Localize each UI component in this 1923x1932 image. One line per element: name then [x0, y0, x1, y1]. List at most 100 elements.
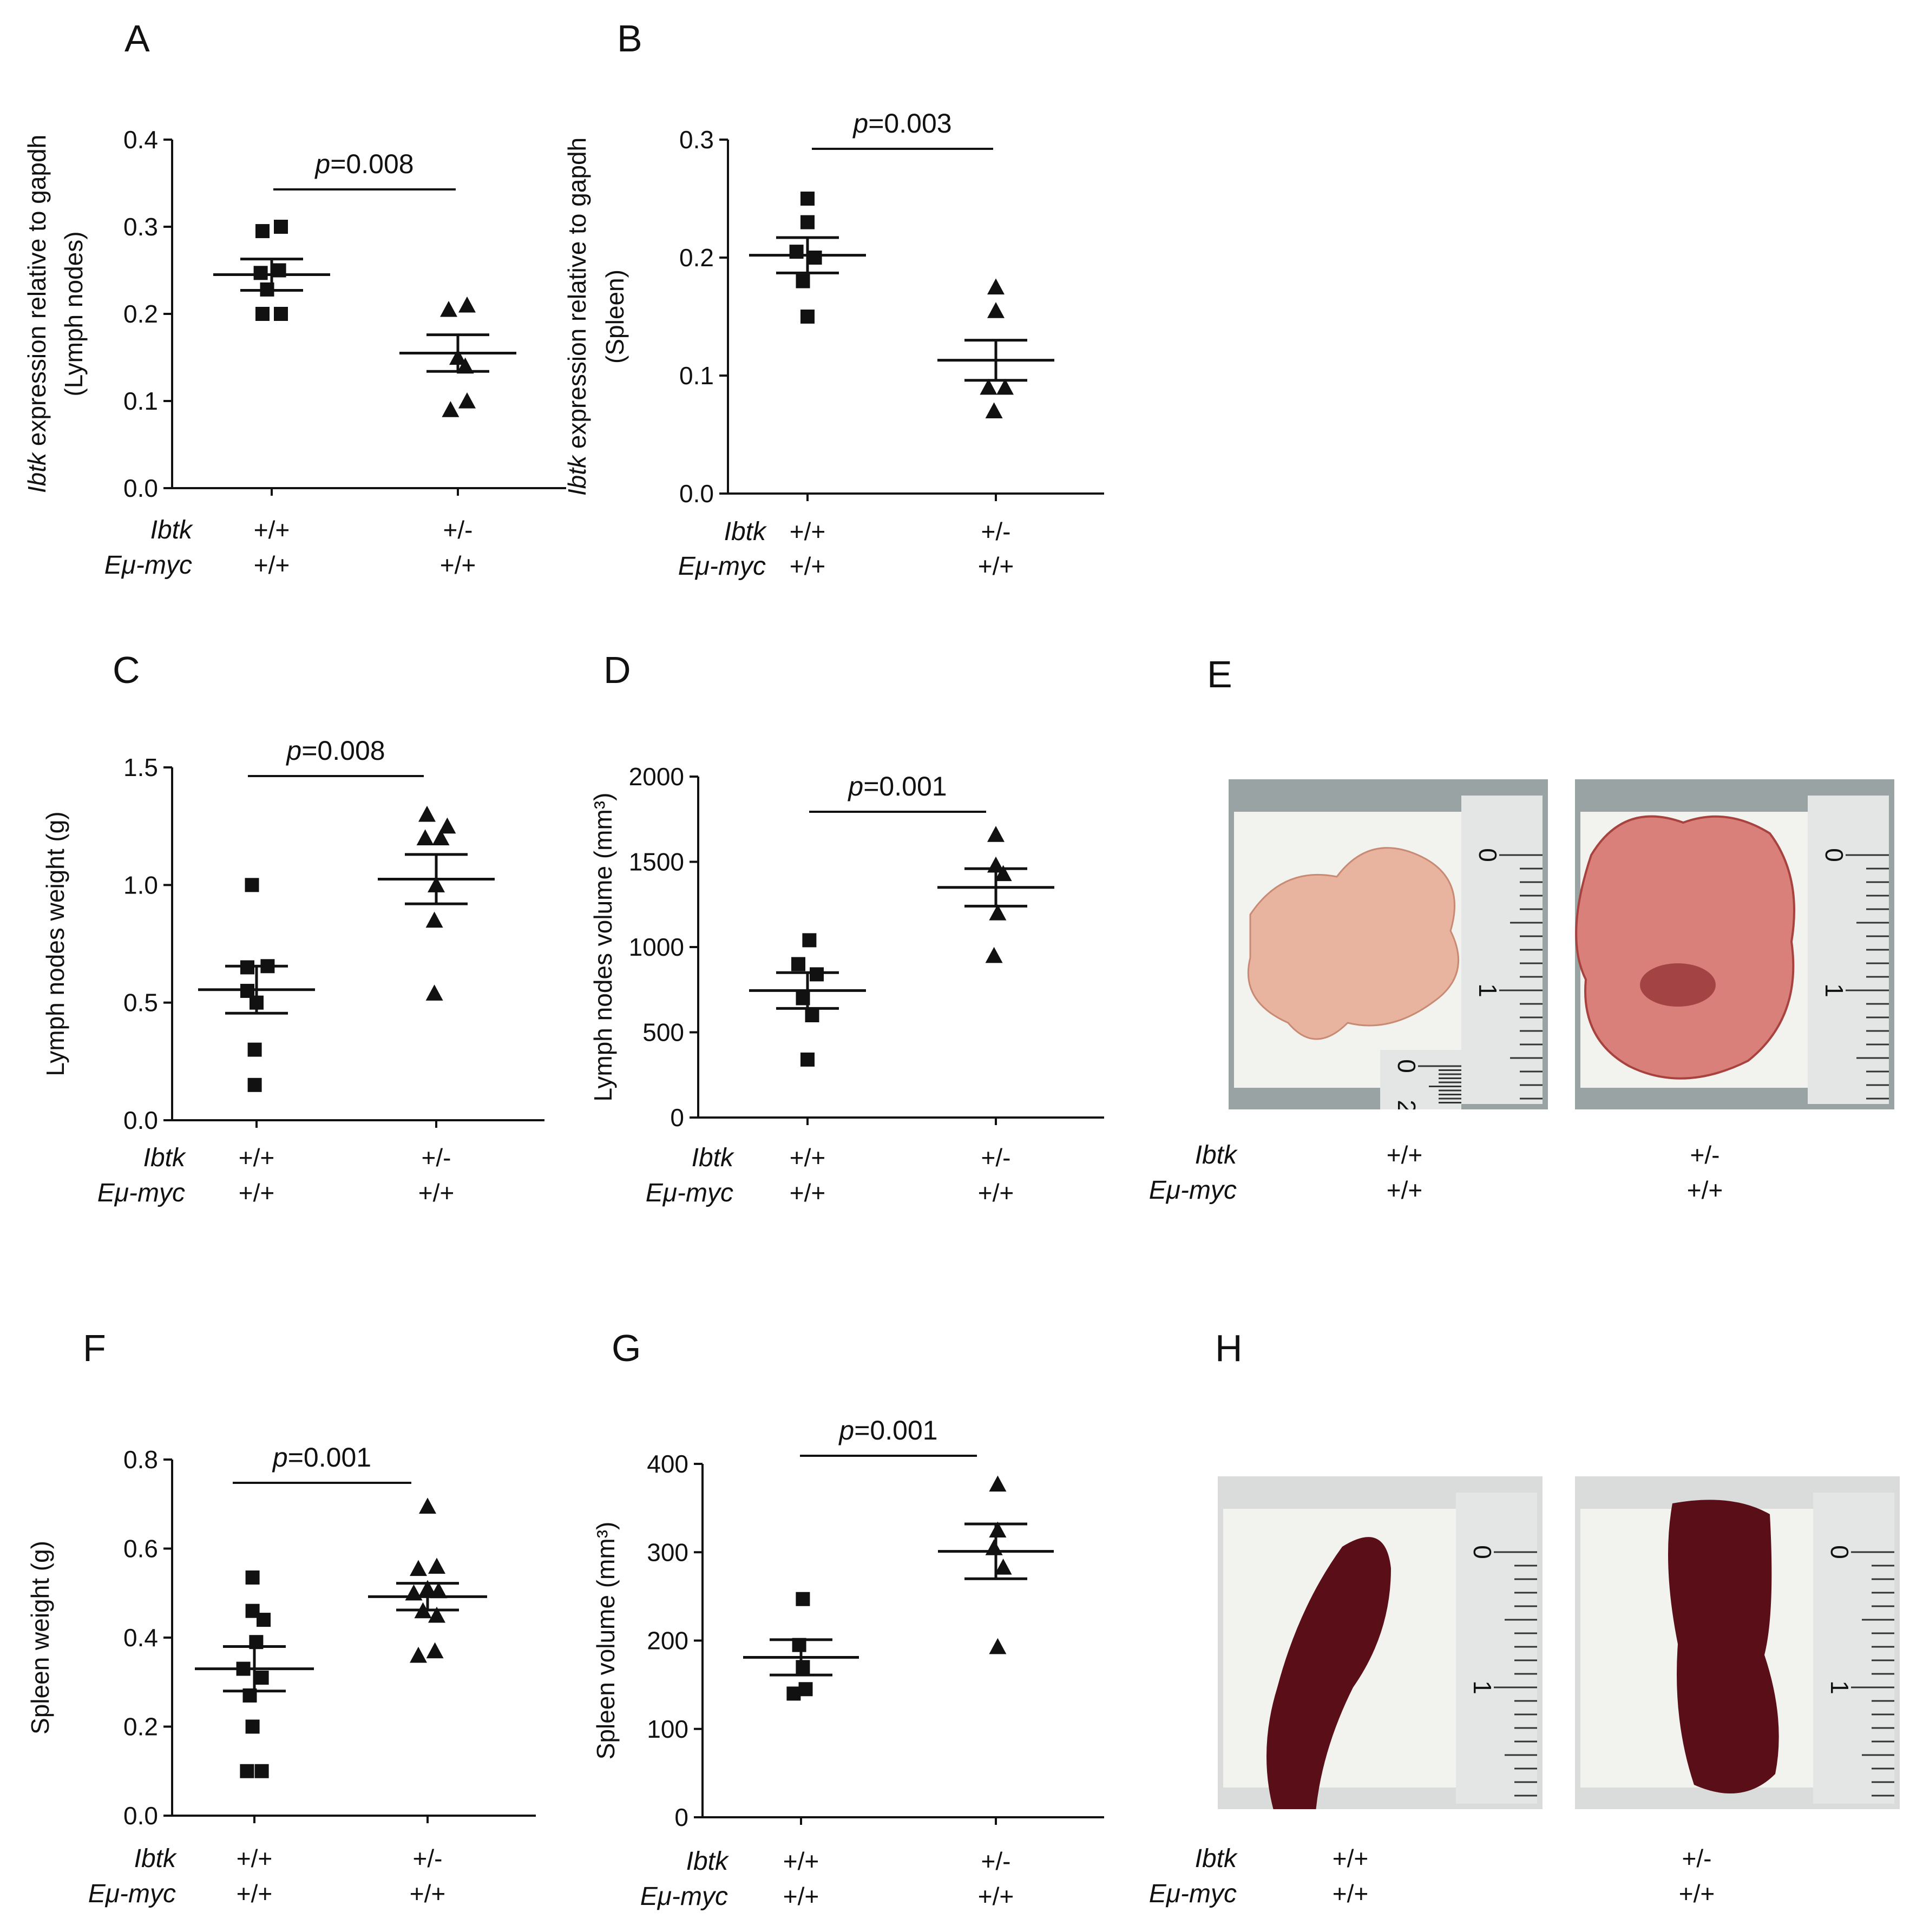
- data-point-square: [791, 957, 805, 971]
- data-point-triangle: [432, 829, 450, 845]
- y-tick-label: 0.1: [123, 387, 158, 415]
- y-tick-label: 0: [670, 1103, 684, 1132]
- p-value-label-part: =0.001: [863, 771, 947, 801]
- genotype-name-emu-myc: Eμ-myc: [1149, 1176, 1237, 1205]
- genotype-name-ibtk: Ibtk: [724, 517, 767, 546]
- panel-letter: A: [124, 17, 150, 60]
- p-value-label-part: p: [838, 1415, 854, 1445]
- genotype-ibtk: +/+: [239, 1144, 275, 1172]
- p-value-label-part: p: [272, 1442, 288, 1473]
- y-axis-title-part: expression relative to gapdh: [23, 135, 51, 453]
- ruler: [1456, 1493, 1537, 1804]
- y-tick-label: 2000: [629, 763, 684, 791]
- data-point-square: [798, 1682, 813, 1697]
- data-point-triangle: [994, 865, 1012, 882]
- group-1: +/+ +/+: [198, 878, 315, 1207]
- spleen-tissue: [1266, 1537, 1391, 1809]
- data-point-triangle: [428, 1606, 445, 1623]
- genotype-emu-myc: +/+: [978, 552, 1014, 580]
- y-tick-label: 0.1: [679, 362, 714, 390]
- y-tick-label: 1500: [629, 848, 684, 876]
- ruler-label: 0: [1826, 1545, 1854, 1559]
- data-point-square: [253, 266, 268, 280]
- genotype-name-ibtk: Ibtk: [692, 1144, 735, 1172]
- genotype-emu-myc: +/+: [410, 1880, 446, 1908]
- data-point-square: [800, 215, 815, 229]
- p-value-label-part: =0.001: [854, 1415, 937, 1445]
- y-tick-label: 0.6: [123, 1535, 158, 1563]
- data-point-triangle: [438, 817, 456, 834]
- data-point-triangle: [989, 1521, 1007, 1538]
- y-tick-label: 0: [674, 1803, 688, 1831]
- y-axis-title: Spleen weight (g): [26, 1541, 54, 1734]
- charts-layer: A 0.0 0.1 0.2 0.3 0.4 Ibtk expression relative…: [23, 17, 1104, 1911]
- genotype-name-emu-myc: Eμ-myc: [1149, 1880, 1237, 1908]
- panel-letter: B: [617, 17, 642, 60]
- ruler-label: 1: [1474, 983, 1502, 997]
- genotype-emu-myc: +/+: [1333, 1880, 1369, 1908]
- photo-2: 01: [1575, 1476, 1900, 1809]
- y-axis-title: Spleen volume (mm³): [592, 1522, 620, 1760]
- ruler-label: 0: [1393, 1059, 1421, 1073]
- data-point-square: [254, 1671, 269, 1685]
- genotype-emu-myc: +/+: [790, 1179, 826, 1207]
- y-tick-label: 200: [647, 1627, 688, 1655]
- data-point-square: [245, 1719, 260, 1734]
- photo-2: 01: [1575, 779, 1894, 1109]
- data-point-triangle: [980, 378, 997, 395]
- data-point-triangle: [987, 826, 1005, 842]
- y-tick-label: 0.5: [123, 989, 158, 1017]
- y-tick-label: 0.2: [679, 244, 714, 272]
- data-point-triangle: [425, 984, 443, 1001]
- p-value-label-part: p: [847, 771, 863, 801]
- ruler-label: 1: [1820, 983, 1848, 997]
- data-point-square: [786, 1686, 801, 1701]
- p-value-label: p=0.001: [272, 1442, 371, 1473]
- data-point-square: [245, 1570, 260, 1585]
- photo-1: 0 1 0 2: [1229, 779, 1548, 1109]
- panel-letter: F: [83, 1327, 106, 1369]
- group-2: +/- +/+: [399, 296, 516, 579]
- y-axis-title-line2: (Lymph nodes): [60, 231, 88, 396]
- ruler-label: 1: [1468, 1680, 1497, 1694]
- data-point-triangle: [416, 829, 434, 845]
- data-point-triangle: [994, 1559, 1012, 1575]
- data-point-square: [274, 307, 288, 321]
- y-tick-label: 0.0: [679, 479, 714, 508]
- data-point-triangle: [428, 1558, 445, 1574]
- data-point-square: [245, 878, 259, 892]
- data-point-square: [247, 1077, 262, 1092]
- panel-letter: C: [113, 649, 140, 691]
- photos-layer: E010201+/++/++/-+/+IbtkEμ-mycH0101+/++/+…: [1149, 653, 1900, 1908]
- p-value-label: p=0.001: [847, 771, 947, 801]
- genotype-emu-myc: +/+: [418, 1179, 455, 1207]
- y-tick-label: 0.2: [123, 300, 158, 328]
- group-1: +/+ +/+: [195, 1570, 314, 1908]
- genotype-emu-myc: +/+: [978, 1179, 1014, 1207]
- genotype-name-ibtk: Ibtk: [1195, 1141, 1238, 1169]
- data-point-square: [802, 933, 817, 948]
- p-value-label: p=0.003: [852, 108, 951, 139]
- genotype-name-ibtk: Ibtk: [686, 1847, 730, 1876]
- y-tick-label: 0.2: [123, 1713, 158, 1741]
- y-axis-title: Lymph nodes volume (mm³): [589, 793, 617, 1102]
- y-axis-title: Lymph nodes weight (g): [41, 811, 69, 1076]
- data-point-triangle: [989, 904, 1007, 921]
- y-axis-title-part: Ibtk: [563, 455, 591, 496]
- p-value-label-part: p: [314, 149, 330, 179]
- genotype-emu-myc: +/+: [254, 551, 290, 579]
- genotype-ibtk: +/+: [237, 1844, 273, 1872]
- data-point-triangle: [430, 1582, 448, 1599]
- photo-content: 01: [1575, 1476, 1900, 1809]
- p-value-label: p=0.008: [314, 149, 414, 179]
- data-point-square: [240, 1764, 254, 1778]
- data-point-triangle: [418, 805, 436, 822]
- chart-panel-g: G 0 100 200 300 400 Spleen volume (mm³) p=0.001…: [592, 1327, 1104, 1911]
- group-2: +/- +/+: [378, 805, 495, 1207]
- genotype-ibtk: +/+: [783, 1847, 819, 1875]
- group-1: +/+ +/+: [749, 192, 866, 580]
- genotype-ibtk: +/-: [981, 1847, 1011, 1875]
- ruler-label: 0: [1474, 848, 1502, 862]
- genotype-name-ibtk: Ibtk: [1195, 1844, 1238, 1873]
